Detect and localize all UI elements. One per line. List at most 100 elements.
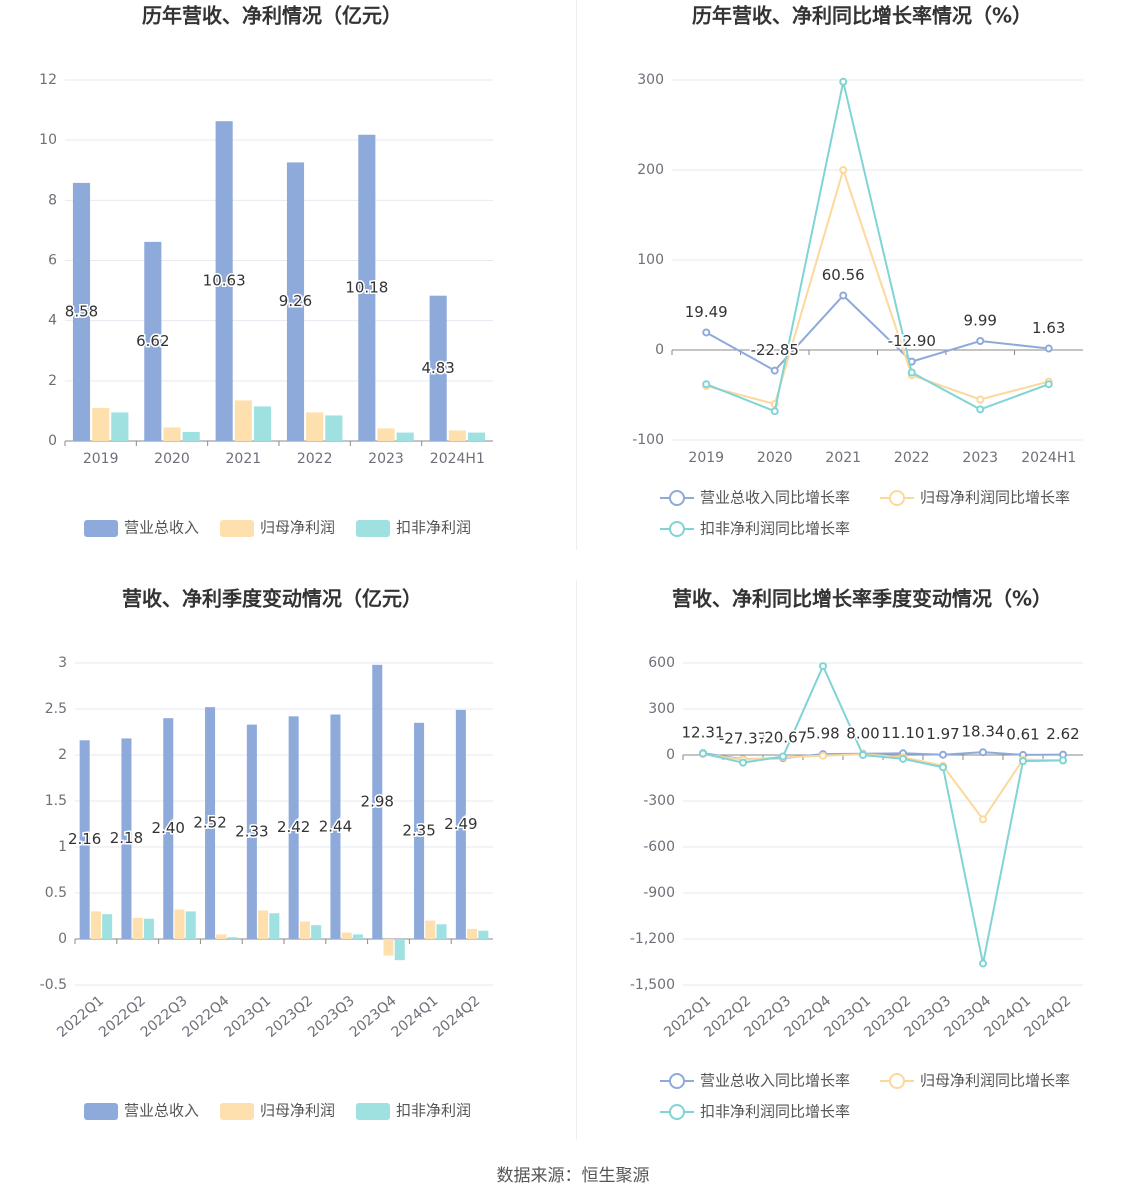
legend-item: 营业总收入: [84, 519, 199, 537]
bar: [288, 716, 299, 939]
y-tick-label: 1: [58, 839, 67, 855]
point: [976, 395, 985, 404]
legend-label: 归母净利润同比增长率: [920, 1072, 1070, 1090]
value-label: 8.00: [846, 724, 879, 742]
bar: [79, 740, 90, 939]
bar: [467, 928, 478, 939]
bar: [182, 431, 200, 441]
line: [705, 294, 1049, 372]
point: [702, 328, 711, 337]
legend-item: 扣非净利润: [356, 519, 471, 537]
chart-title: 历年营收、净利情况（亿元）: [142, 4, 402, 28]
legend-label: 营业总收入: [124, 1102, 199, 1120]
legend-marker: [669, 521, 685, 537]
bar: [436, 924, 447, 939]
chart-title: 历年营收、净利同比增长率情况（%）: [692, 4, 1032, 28]
legend-label: 营业总收入同比增长率: [700, 489, 850, 507]
point: [770, 407, 779, 416]
y-tick-label: 1.5: [45, 793, 67, 809]
value-label: 11.10: [882, 724, 925, 742]
x-tick-label: 2020: [154, 451, 190, 467]
bar: [352, 934, 363, 939]
value-label: 10.63: [203, 272, 246, 290]
y-tick-label: -300: [643, 793, 675, 809]
legend-item: 归母净利润: [220, 519, 335, 537]
point: [976, 405, 985, 414]
x-tick-label: 2023: [962, 450, 998, 466]
bar: [258, 910, 269, 939]
bar: [92, 407, 110, 441]
legend-marker: [889, 1073, 905, 1089]
legend-item: 扣非净利润: [356, 1102, 471, 1120]
y-tick-label: -1,500: [630, 977, 675, 993]
point: [702, 380, 711, 389]
y-tick-label: -900: [643, 885, 675, 901]
bar: [372, 664, 383, 939]
value-label: 9.99: [964, 312, 997, 330]
y-tick-label: 2.5: [45, 701, 67, 717]
legend-label: 扣非净利润同比增长率: [700, 1103, 850, 1121]
point: [1044, 380, 1053, 389]
legend-marker: [669, 1104, 685, 1120]
bar: [205, 707, 216, 939]
legend-item: 营业总收入: [84, 1102, 199, 1120]
legend-item: 扣非净利润同比增长率: [660, 520, 850, 538]
value-label: 2.44: [319, 817, 352, 835]
legend-item: 归母净利润同比增长率: [880, 1072, 1070, 1090]
value-label: 2.40: [152, 819, 185, 837]
y-tick-label: 2: [48, 373, 57, 389]
legend-swatch: [84, 520, 118, 537]
value-label: 2.52: [193, 814, 226, 832]
legend-item: 归母净利润: [220, 1102, 335, 1120]
value-label: 60.56: [822, 266, 865, 284]
y-tick-label: 300: [637, 72, 664, 88]
chart-title: 营收、净利同比增长率季度变动情况（%）: [672, 587, 1052, 611]
value-label: 1.97: [926, 725, 959, 743]
legend-marker: [669, 490, 685, 506]
point: [976, 337, 985, 346]
legend-label: 营业总收入: [124, 519, 199, 537]
y-tick-label: 600: [648, 655, 675, 671]
legend-item: 归母净利润同比增长率: [880, 489, 1070, 507]
x-tick-label: 2019: [83, 451, 119, 467]
bar: [269, 913, 280, 939]
y-tick-label: -100: [632, 432, 664, 448]
y-tick-label: 0.5: [45, 885, 67, 901]
value-label: -22.85: [751, 341, 799, 359]
legend-label: 归母净利润: [260, 1102, 335, 1120]
point: [839, 291, 848, 300]
bar: [216, 934, 227, 939]
y-tick-label: 0: [666, 747, 675, 763]
value-label: 2.35: [402, 821, 435, 839]
bar: [102, 914, 113, 939]
point: [1019, 757, 1027, 766]
bar: [448, 430, 466, 441]
point: [907, 368, 916, 377]
bar: [425, 920, 436, 939]
bar: [286, 162, 305, 441]
legend-label: 归母净利润同比增长率: [920, 489, 1070, 507]
value-label: 18.34: [962, 723, 1005, 741]
value-label: 9.26: [279, 292, 312, 310]
legend-swatch: [356, 520, 390, 537]
y-tick-label: 0: [48, 433, 57, 449]
x-tick-label: 2019: [688, 450, 724, 466]
value-label: 8.58: [65, 302, 98, 320]
bar: [121, 738, 132, 939]
value-label: 19.49: [685, 303, 728, 321]
bar: [163, 718, 174, 939]
legend-item: 营业总收入同比增长率: [660, 489, 850, 507]
point: [819, 751, 827, 760]
value-label: 1.63: [1032, 319, 1065, 337]
value-label: 2.16: [68, 830, 101, 848]
point: [779, 752, 787, 761]
legend-label: 扣非净利润: [396, 1102, 471, 1120]
value-label: 2.33: [235, 822, 268, 840]
value-label: 2.49: [444, 815, 477, 833]
point: [739, 758, 747, 767]
point: [899, 754, 907, 763]
x-tick-label: 2022: [297, 451, 333, 467]
value-label: 0.61: [1006, 725, 1039, 743]
y-tick-label: 2: [58, 747, 67, 763]
y-tick-label: 6: [48, 253, 57, 269]
